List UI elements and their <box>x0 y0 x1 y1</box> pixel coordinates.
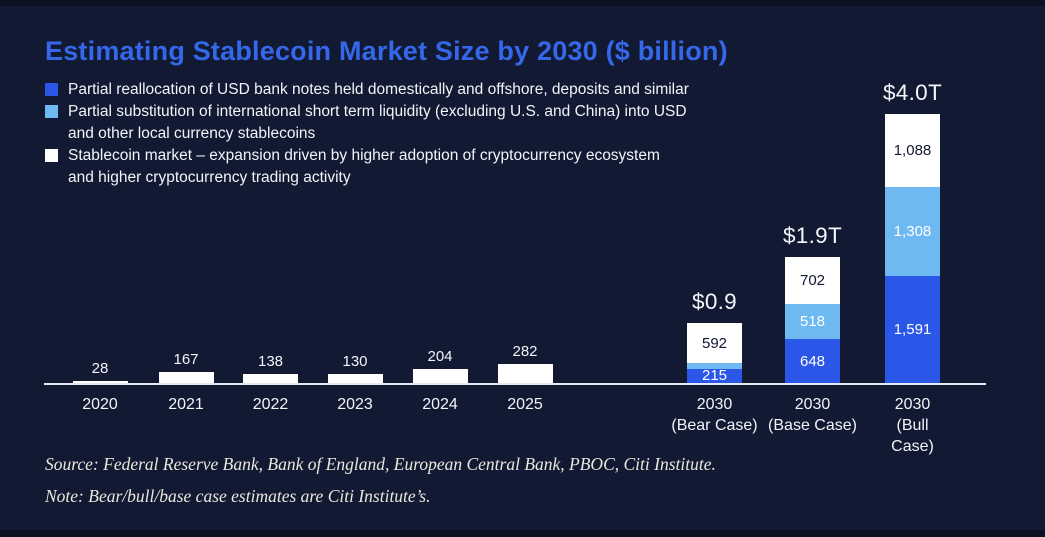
segment-market <box>158 371 214 383</box>
x-tick-2021: 2021 <box>168 396 204 413</box>
segment-market <box>243 373 298 383</box>
x-tick-2022: 2022 <box>252 396 289 413</box>
segment-reallocation: 648 <box>785 339 840 383</box>
legend-item-reallocation: Partial reallocation of USD bank notes h… <box>45 79 689 101</box>
legend-label: Partial reallocation of USD bank notes h… <box>68 81 689 98</box>
value-label: 648 <box>799 352 826 370</box>
segment-market: 702 <box>785 256 840 305</box>
value-label: 1,591 <box>893 320 932 338</box>
segment-market: 1,088 <box>885 113 940 188</box>
bar-2020: 28 <box>72 360 128 383</box>
bar-2022: 138 <box>243 353 298 383</box>
plot-area: 28 2020 167 2021 138 2022 130 2023 204 2024 282 202… <box>44 70 986 455</box>
source-note: Source: Federal Reserve Bank, Bank of En… <box>45 454 716 474</box>
total-label-2030-base-case: $1.9T <box>782 222 843 248</box>
segment-market <box>72 381 128 383</box>
legend-item-market: Stablecoin market – expansion driven by … <box>45 145 689 189</box>
x-tick-2020: 2020 <box>82 396 118 413</box>
total-label-2030-bear-case: $0.9 <box>692 289 737 315</box>
footer: Source: Federal Reserve Bank, Bank of En… <box>45 448 716 512</box>
x-tick-2030-bull-case: 2030 (Bull Case) <box>891 396 934 455</box>
value-label: 282 <box>512 342 538 360</box>
value-label: 592 <box>701 334 728 352</box>
legend-item-substitution: Partial substitution of international sh… <box>45 101 689 145</box>
segment-market: 592 <box>687 323 742 364</box>
segment-substitution: 518 <box>785 304 840 340</box>
bar-2030-bull-case: 1,591 1,308 1,088 $4.0T <box>883 80 942 383</box>
bar-2021: 167 <box>158 351 214 383</box>
segment-market <box>327 374 383 383</box>
value-label: 138 <box>257 352 284 370</box>
top-edge-shadow <box>0 0 1045 6</box>
bar-2024: 204 <box>412 348 468 383</box>
value-label: 1,308 <box>893 222 932 240</box>
legend-label: Partial substitution of international sh… <box>68 103 687 142</box>
segment-reallocation: 215 <box>687 367 742 385</box>
x-tick-2030-bear-case: 2030 (Bear Case) <box>671 396 758 434</box>
bottom-edge-shadow <box>0 530 1045 537</box>
segment-market <box>412 369 468 383</box>
chart-title: Estimating Stablecoin Market Size by 203… <box>45 36 728 67</box>
segment-substitution: 1,308 <box>885 187 940 276</box>
value-label: 130 <box>342 353 368 371</box>
footnote: Note: Bear/bull/base case estimates are … <box>45 486 431 506</box>
x-tick-2023: 2023 <box>337 396 373 413</box>
bar-2023: 130 <box>327 353 383 383</box>
value-label: 518 <box>799 313 826 331</box>
value-label: 702 <box>799 272 826 290</box>
legend-swatch-light-blue <box>45 105 58 118</box>
x-tick-2030-base-case: 2030 (Base Case) <box>768 396 857 434</box>
value-label: 1,088 <box>893 142 932 160</box>
bar-2025: 282 <box>497 343 553 383</box>
legend-label: Stablecoin market – expansion driven by … <box>68 147 660 186</box>
legend-swatch-dark-blue <box>45 83 58 96</box>
value-label: 204 <box>427 348 453 366</box>
segment-reallocation: 1,591 <box>885 275 940 383</box>
segment-substitution <box>687 363 742 369</box>
value-label: 28 <box>91 360 109 378</box>
bar-2030-bear-case: 21576592$0.9 <box>687 289 742 385</box>
bar-2030-base-case: 648 518 702 $1.9T <box>783 223 842 383</box>
chart-legend: Partial reallocation of USD bank notes h… <box>45 79 689 189</box>
total-label-2030-bull-case: $4.0T <box>882 79 943 105</box>
value-label: 167 <box>173 350 199 368</box>
value-label: 215 <box>701 367 728 385</box>
segment-market <box>497 363 553 383</box>
legend-swatch-white <box>45 149 58 162</box>
x-tick-2025: 2025 <box>507 396 543 413</box>
x-tick-2024: 2024 <box>422 396 458 413</box>
